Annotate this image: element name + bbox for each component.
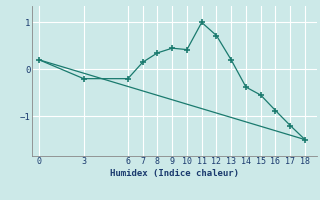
X-axis label: Humidex (Indice chaleur): Humidex (Indice chaleur) (110, 169, 239, 178)
